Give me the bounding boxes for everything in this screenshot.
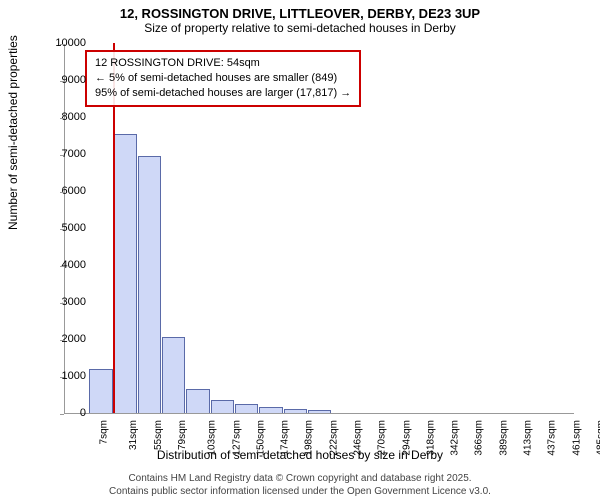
annotation-box: 12 ROSSINGTON DRIVE: 54sqm← 5% of semi-d… — [85, 50, 361, 107]
footer-line-2: Contains public sector information licen… — [0, 485, 600, 498]
x-tick-label: 7sqm — [99, 420, 110, 444]
y-axis-label: Number of semi-detached properties — [6, 35, 20, 230]
chart-container: 12, ROSSINGTON DRIVE, LITTLEOVER, DERBY,… — [0, 0, 600, 500]
y-tick-label: 4000 — [46, 259, 86, 271]
histogram-bar — [114, 134, 137, 413]
x-axis-label: Distribution of semi-detached houses by … — [0, 448, 600, 462]
y-tick-label: 10000 — [46, 37, 86, 49]
x-tick-label: 55sqm — [153, 420, 164, 450]
y-tick-label: 3000 — [46, 296, 86, 308]
y-tick-label: 8000 — [46, 111, 86, 123]
y-tick-label: 1000 — [46, 370, 86, 382]
histogram-bar — [259, 407, 282, 413]
histogram-bar — [89, 369, 112, 413]
histogram-bar — [162, 337, 185, 413]
y-tick-label: 5000 — [46, 222, 86, 234]
chart-subtitle: Size of property relative to semi-detach… — [0, 21, 600, 39]
y-tick-label: 9000 — [46, 74, 86, 86]
histogram-bar — [186, 389, 209, 413]
x-tick-label: 31sqm — [128, 420, 139, 450]
annot-line-2: ← 5% of semi-detached houses are smaller… — [95, 71, 351, 86]
x-tick-label: 79sqm — [177, 420, 188, 450]
annot-line-3: 95% of semi-detached houses are larger (… — [95, 86, 351, 101]
y-tick-label: 7000 — [46, 148, 86, 160]
y-tick-label: 6000 — [46, 185, 86, 197]
chart-title: 12, ROSSINGTON DRIVE, LITTLEOVER, DERBY,… — [0, 0, 600, 21]
histogram-bar — [308, 410, 331, 413]
footer-attribution: Contains HM Land Registry data © Crown c… — [0, 472, 600, 498]
histogram-bar — [284, 409, 307, 413]
annot-line-1: 12 ROSSINGTON DRIVE: 54sqm — [95, 56, 351, 71]
y-tick-label: 2000 — [46, 333, 86, 345]
footer-line-1: Contains HM Land Registry data © Crown c… — [0, 472, 600, 485]
y-tick-label: 0 — [46, 407, 86, 419]
plot-area: 12 ROSSINGTON DRIVE: 54sqm← 5% of semi-d… — [64, 44, 574, 414]
histogram-bar — [211, 400, 234, 413]
histogram-bar — [138, 156, 161, 413]
histogram-bar — [235, 404, 258, 413]
